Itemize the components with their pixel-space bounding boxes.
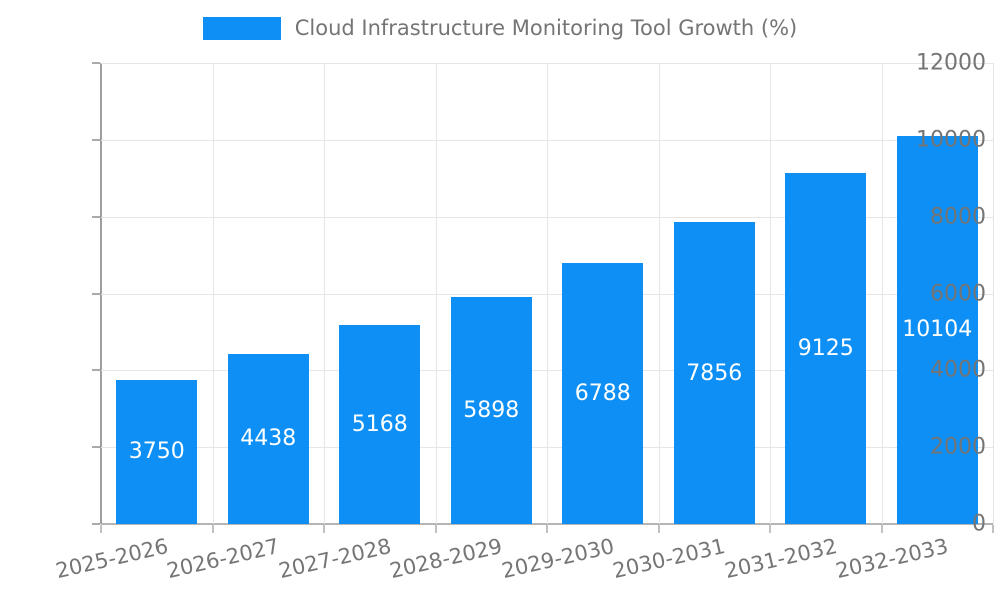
bar-2032-2033[interactable]: 10104 xyxy=(896,135,978,524)
x-tick-label: 2030-2031 xyxy=(610,534,728,584)
y-axis-tick xyxy=(92,292,100,295)
bar-2029-2030[interactable]: 6788 xyxy=(562,263,644,524)
x-axis-tick xyxy=(769,525,771,533)
chart-legend: Cloud Infrastructure Monitoring Tool Gro… xyxy=(0,16,1000,40)
bar-2028-2029[interactable]: 5898 xyxy=(450,297,532,524)
bar-2025-2026[interactable]: 3750 xyxy=(116,379,198,524)
y-axis-tick xyxy=(92,523,100,525)
legend-series-label: Cloud Infrastructure Monitoring Tool Gro… xyxy=(294,16,798,40)
x-tick-label: 2026-2027 xyxy=(164,534,282,584)
x-tick-label: 2028-2029 xyxy=(387,534,505,584)
legend-item[interactable]: Cloud Infrastructure Monitoring Tool Gro… xyxy=(202,16,798,40)
bar-2031-2032[interactable]: 9125 xyxy=(785,173,867,524)
y-axis-tick xyxy=(92,446,100,449)
x-axis-tick xyxy=(880,525,883,533)
y-axis-tick xyxy=(92,369,100,372)
v-gridline xyxy=(212,63,214,524)
y-axis-tick xyxy=(92,138,100,141)
v-gridline xyxy=(993,63,994,524)
bar-2026-2027[interactable]: 4438 xyxy=(227,353,309,524)
v-gridline xyxy=(547,63,548,524)
x-axis-tick xyxy=(657,525,660,533)
x-tick-label: 2027-2028 xyxy=(276,534,394,584)
bar-value-label: 3750 xyxy=(128,439,185,465)
x-tick-label: 2031-2032 xyxy=(722,534,840,584)
y-tick-label: 4000 xyxy=(930,357,986,383)
y-tick-label: 10000 xyxy=(916,127,986,153)
y-tick-label: 6000 xyxy=(930,281,986,306)
bar-value-label: 7856 xyxy=(686,360,743,386)
bar-value-label: 6788 xyxy=(574,381,631,407)
x-axis-tick xyxy=(546,525,548,533)
x-axis-tick xyxy=(434,525,437,533)
v-gridline xyxy=(324,63,325,524)
x-axis-tick xyxy=(211,525,214,533)
bar-value-label: 10104 xyxy=(902,317,973,343)
x-tick-label: 2025-2026 xyxy=(53,534,171,584)
y-tick-label: 8000 xyxy=(930,204,986,230)
x-tick-label: 2029-2030 xyxy=(499,534,617,584)
y-tick-label: 2000 xyxy=(930,434,986,460)
v-gridline xyxy=(658,63,660,524)
v-gridline xyxy=(881,63,883,524)
v-gridline xyxy=(770,63,771,524)
bar-2027-2028[interactable]: 5168 xyxy=(339,325,421,524)
y-axis-tick xyxy=(92,215,100,218)
x-axis-tick xyxy=(323,525,325,533)
v-gridline xyxy=(435,63,437,524)
bar-value-label: 9125 xyxy=(797,336,854,362)
plot-area: 3750 4438 5168 5898 6788 7856 9125 10104 xyxy=(92,62,994,533)
x-axis-tick xyxy=(100,525,102,533)
x-tick-label: 2032-2033 xyxy=(833,534,951,584)
x-axis-line xyxy=(101,523,993,525)
bar-2030-2031[interactable]: 7856 xyxy=(673,222,755,524)
bar-value-label: 5168 xyxy=(351,412,408,438)
legend-color-swatch xyxy=(202,16,281,40)
bar-value-label: 5898 xyxy=(463,398,520,424)
y-tick-label: 0 xyxy=(972,511,986,537)
y-axis-tick xyxy=(92,62,100,64)
x-axis-tick xyxy=(992,525,994,533)
bar-value-label: 4438 xyxy=(240,426,297,452)
y-tick-label: 12000 xyxy=(916,50,986,76)
